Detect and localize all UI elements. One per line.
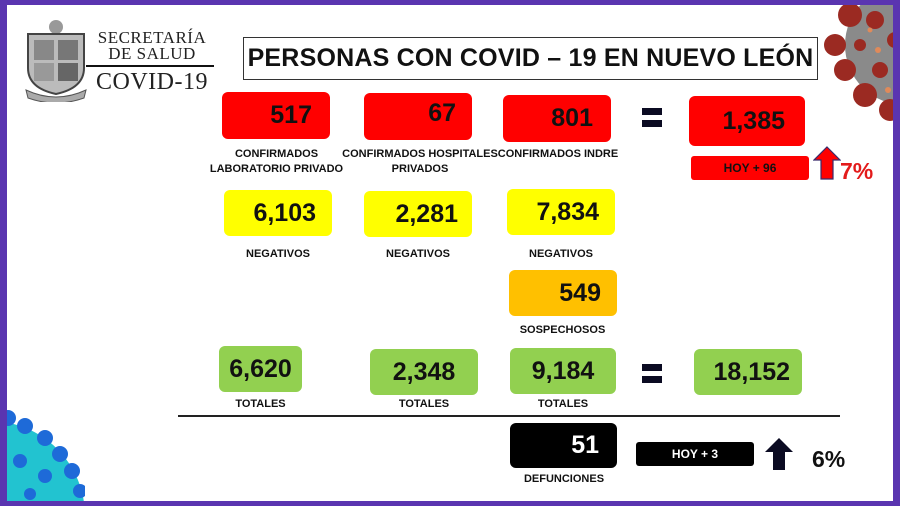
confirmed-total-box: 1,385 bbox=[689, 96, 805, 146]
negatives-lab-privado-box: 6,103 bbox=[224, 190, 332, 236]
confirmed-indre-value: 801 bbox=[551, 104, 593, 132]
negatives-indre-value: 7,834 bbox=[536, 197, 599, 226]
deaths-value: 51 bbox=[571, 431, 599, 459]
arrow-up-black-icon bbox=[764, 437, 794, 476]
totals-lab-privado-value: 6,620 bbox=[229, 354, 292, 383]
totals-indre-value: 9,184 bbox=[531, 356, 595, 385]
totals-hosp-privados-box: 2,348 bbox=[370, 349, 478, 395]
grand-total-value: 18,152 bbox=[713, 357, 790, 386]
totals-hosp-privados-label: TOTALES bbox=[398, 398, 450, 410]
confirmed-hosp-privados-value: 67 bbox=[428, 99, 456, 127]
confirmed-today-text: HOY + 96 bbox=[723, 161, 777, 175]
deaths-today-text: HOY + 3 bbox=[671, 447, 719, 461]
confirmed-lab-privado-value: 517 bbox=[270, 101, 312, 129]
slide-border-left bbox=[0, 0, 7, 506]
negatives-hosp-privados-value: 2,281 bbox=[395, 199, 458, 228]
deaths-pct-increase: 6% bbox=[812, 446, 846, 472]
suspects-box: 549 bbox=[509, 270, 617, 316]
totals-hosp-privados-value: 2,348 bbox=[392, 357, 456, 386]
suspects-value: 549 bbox=[559, 278, 601, 307]
confirmed-hosp-privados-label: CONFIRMADOS HOSPITALES PRIVADOS bbox=[342, 148, 498, 175]
equals-icon bbox=[642, 108, 662, 128]
totals-indre-box: 9,184 bbox=[510, 348, 616, 394]
totals-indre-label: TOTALES bbox=[537, 398, 589, 410]
equals-icon bbox=[642, 364, 662, 384]
slide-border-right bbox=[893, 0, 900, 506]
negatives-lab-privado-value: 6,103 bbox=[253, 198, 316, 227]
confirmed-indre-box: 801 bbox=[503, 95, 611, 142]
suspects-label: SOSPECHOSOS bbox=[519, 324, 606, 336]
deaths-label: DEFUNCIONES bbox=[523, 473, 605, 485]
page-title: PERSONAS CON COVID – 19 EN NUEVO LEÓN bbox=[247, 44, 814, 72]
confirmed-lab-privado-box: 517 bbox=[222, 92, 330, 139]
org-line-3: COVID-19 bbox=[96, 69, 208, 95]
coat-of-arms-icon bbox=[22, 18, 90, 104]
confirmed-hosp-privados-box: 67 bbox=[364, 93, 472, 140]
coronavirus-red-image bbox=[820, 0, 900, 135]
grand-total-box: 18,152 bbox=[694, 349, 802, 395]
confirmed-pct-increase: 7% bbox=[840, 158, 874, 184]
slide-border-top bbox=[0, 0, 900, 5]
org-line-1: SECRETARÍA bbox=[97, 28, 207, 47]
page-title-box: PERSONAS CON COVID – 19 EN NUEVO LEÓN bbox=[243, 37, 818, 80]
confirmed-indre-label: CONFIRMADOS INDRE bbox=[497, 148, 619, 160]
brand-divider bbox=[86, 65, 214, 67]
negatives-indre-box: 7,834 bbox=[507, 189, 615, 235]
section-divider bbox=[178, 415, 840, 417]
slide-border-bottom bbox=[0, 501, 900, 506]
totals-lab-privado-box: 6,620 bbox=[219, 346, 302, 392]
coronavirus-blue-image bbox=[0, 406, 85, 506]
negatives-hosp-privados-box: 2,281 bbox=[364, 191, 472, 237]
arrow-up-red-icon bbox=[812, 146, 842, 185]
confirmed-today-badge: HOY + 96 bbox=[691, 156, 809, 180]
org-line-2: DE SALUD bbox=[108, 44, 196, 63]
totals-lab-privado-label: TOTALES bbox=[235, 398, 286, 410]
confirmed-lab-privado-label: CONFIRMADOS LABORATORIO PRIVADO bbox=[209, 148, 344, 175]
confirmed-total-value: 1,385 bbox=[722, 106, 785, 135]
negatives-hosp-privados-label: NEGATIVOS bbox=[386, 248, 450, 260]
negatives-lab-privado-label: NEGATIVOS bbox=[246, 248, 310, 260]
deaths-box: 51 bbox=[510, 423, 617, 468]
deaths-today-badge: HOY + 3 bbox=[636, 442, 754, 466]
secretaria-salud-brand: SECRETARÍA DE SALUD COVID-19 bbox=[86, 28, 214, 95]
negatives-indre-label: NEGATIVOS bbox=[529, 248, 593, 260]
